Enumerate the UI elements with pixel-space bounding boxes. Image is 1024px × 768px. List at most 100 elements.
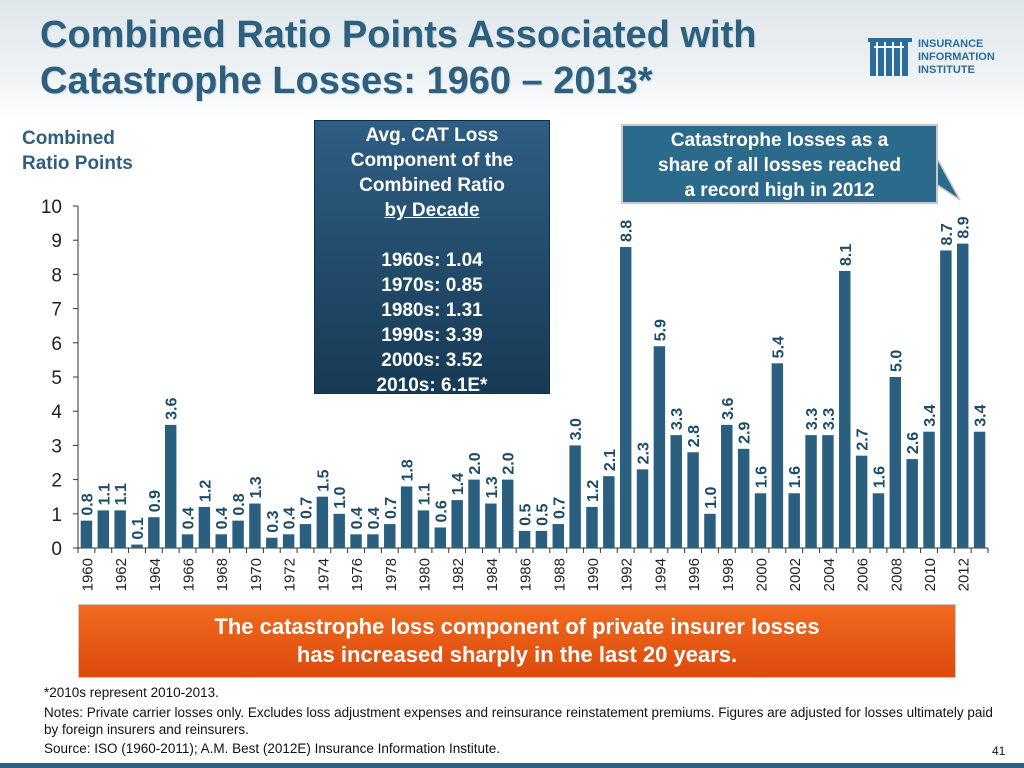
bar-2004 [822,435,834,548]
data-label-1978: 0.7 [383,497,400,519]
bar-1997 [704,513,716,548]
bar-1994 [653,346,666,548]
bar-1971 [266,537,278,548]
y-tick-label-8: 8 [51,265,62,286]
data-label-1974: 1.5 [315,469,332,491]
bar-1977 [367,534,379,548]
bar-1976 [350,534,362,548]
data-label-1979: 1.8 [400,459,417,481]
bar-2000 [754,493,767,548]
data-label-1960: 0.8 [79,493,96,515]
decade-average-box: Avg. CAT Loss Component of the Combined … [314,120,550,396]
data-label-1965: 3.6 [164,398,181,420]
logo-line-3: INSTITUTE [918,64,975,76]
data-label-1963: 0.1 [130,517,147,539]
x-tick-label-1978: 1978 [383,558,400,591]
callout-line-3: a record high in 2012 [684,180,875,201]
y-tick-label-10: 10 [41,197,62,218]
x-tick-label-1962: 1962 [113,558,130,591]
title-line-1: Combined Ratio Points Associated with [40,14,757,56]
x-tick-label-1972: 1972 [282,558,299,591]
x-tick-label-2000: 2000 [754,558,771,591]
bar-1995 [670,435,682,548]
data-label-1996: 2.8 [686,425,703,447]
x-tick-label-1970: 1970 [248,558,265,591]
bar-2008 [889,377,902,548]
x-tick-label-1982: 1982 [450,558,467,591]
y-tick-label-2: 2 [51,471,62,492]
data-label-1992: 8.8 [619,220,636,242]
data-label-1973: 0.7 [299,497,316,519]
data-label-1983: 2.0 [467,452,484,474]
x-tick-label-2004: 2004 [821,558,838,591]
data-label-1966: 0.4 [181,507,198,529]
x-tick-label-1968: 1968 [214,558,231,591]
x-tick-label-1990: 1990 [585,558,602,591]
data-label-1967: 1.2 [197,480,214,502]
x-tick-label-1986: 1986 [518,558,535,591]
data-label-1995: 3.3 [669,408,686,430]
bar-2001 [771,363,784,548]
data-label-2013: 3.4 [973,404,990,426]
bar-1992 [619,247,632,549]
bar-2013 [973,431,986,548]
y-axis-title: Combined Ratio Points [22,126,222,176]
bar-1970 [249,503,261,548]
bar-1973 [299,524,312,548]
x-tick-label-2008: 2008 [888,558,905,591]
x-tick-label-1976: 1976 [349,558,366,591]
decade-box-header-2: Component of the [350,150,514,171]
decade-item-2000s: 2000s: 3.52 [381,350,483,371]
x-tick-label-1980: 1980 [416,558,433,591]
x-tick-label-1966: 1966 [181,558,198,591]
y-tick-label-0: 0 [51,539,62,560]
data-label-1987: 0.5 [534,504,551,526]
decade-box-header-3: Combined Ratio [359,175,505,196]
bar-2011 [940,250,952,548]
data-label-1975: 1.0 [332,486,349,508]
decade-item-1960s: 1960s: 1.04 [381,250,483,271]
logo-line-2: INFORMATION [918,51,995,63]
bar-1978 [384,524,396,548]
callout-line-2: share of all losses reached [658,155,901,176]
bar-1974 [316,496,329,548]
bar-1961 [97,510,110,548]
data-label-1961: 1.1 [96,483,113,505]
bar-1982 [451,500,463,548]
footnote-source: Source: ISO (1960-2011); A.M. Best (2012… [44,741,500,756]
banner-line-1: The catastrophe loss component of privat… [214,614,820,639]
decade-item-1970s: 1970s: 0.85 [381,275,483,296]
data-label-1977: 0.4 [366,507,383,529]
data-label-1985: 2.0 [501,452,518,474]
bar-1963 [131,544,143,548]
footnote-notes: Notes: Private carrier losses only. Excl… [44,705,993,737]
data-label-1990: 1.2 [585,480,602,502]
data-label-1998: 3.6 [720,398,737,420]
y-tick-label-3: 3 [51,436,62,457]
bar-1965 [164,424,177,548]
data-label-2002: 1.6 [787,466,804,488]
bar-1972 [282,534,295,548]
bar-1985 [501,479,514,548]
x-tick-label-1998: 1998 [720,558,737,591]
data-label-1999: 2.9 [737,421,754,443]
data-label-1984: 1.3 [484,476,501,498]
footnote-asterisk: *2010s represent 2010-2013. [44,685,219,700]
y-tick-label-9: 9 [51,231,62,252]
conclusion-banner: The catastrophe loss component of privat… [78,604,956,678]
x-tick-label-1960: 1960 [79,558,96,591]
x-tick-label-2010: 2010 [922,558,939,591]
bar-1964 [148,517,160,548]
data-label-2004: 3.3 [821,408,838,430]
data-label-1986: 0.5 [518,504,535,526]
bar-1990 [586,506,598,548]
data-label-1989: 3.0 [568,418,585,440]
bar-1966 [181,534,194,548]
bar-1991 [603,476,615,548]
bar-1981 [434,527,447,548]
data-label-2007: 1.6 [871,466,888,488]
decade-box-header-4: by Decade [384,200,480,221]
x-tick-label-2002: 2002 [787,558,804,591]
data-label-2008: 5.0 [888,350,905,372]
